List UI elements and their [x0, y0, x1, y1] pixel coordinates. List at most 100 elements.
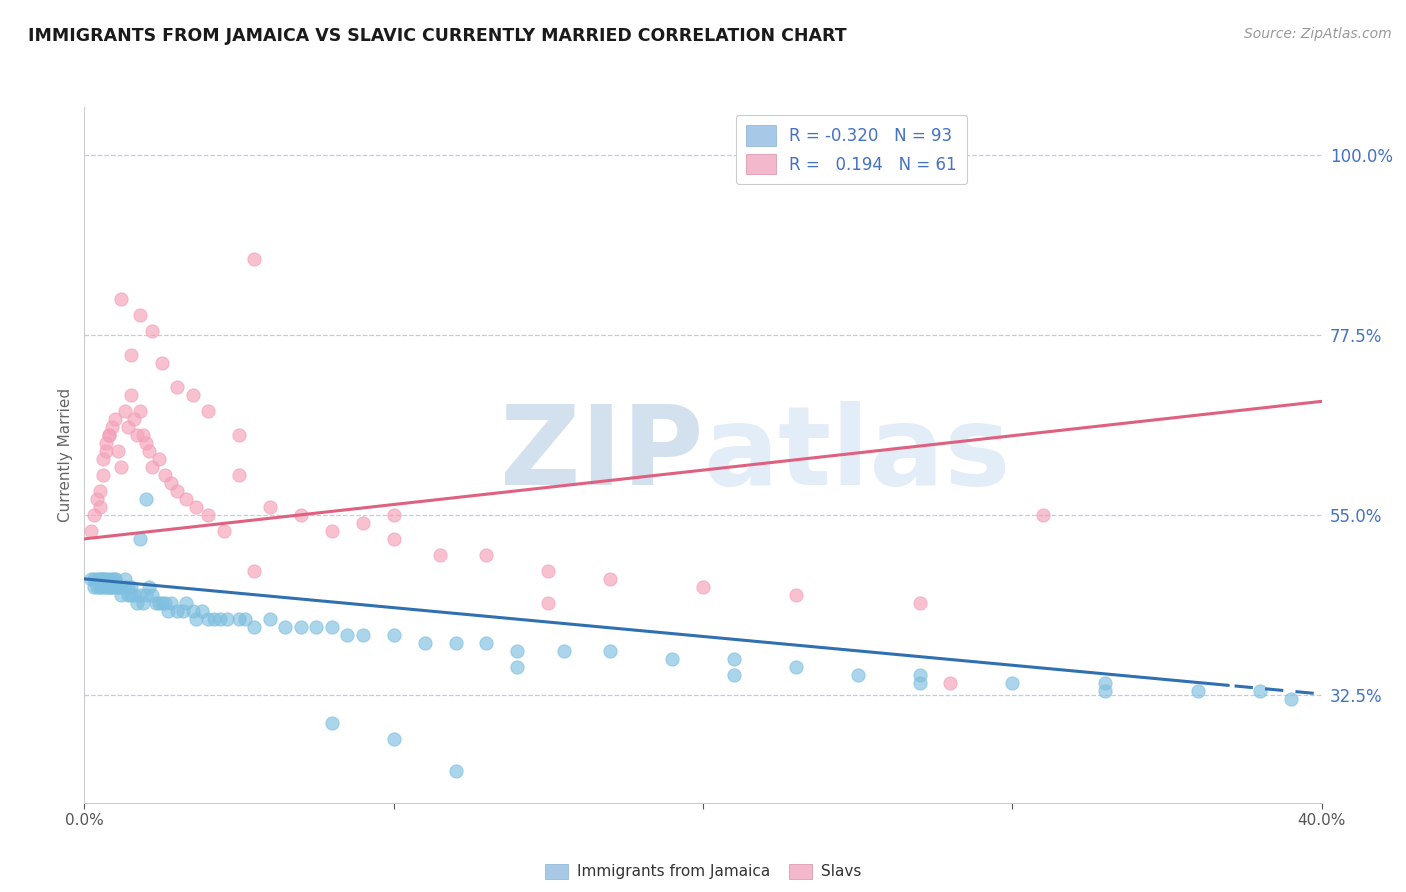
Point — [89, 580, 111, 594]
Point — [86, 491, 108, 506]
Point — [259, 612, 281, 626]
Point — [141, 459, 163, 474]
Point — [321, 524, 343, 538]
Point — [120, 348, 142, 362]
Point — [166, 483, 188, 498]
Point — [181, 388, 204, 402]
Point — [107, 580, 129, 594]
Point — [444, 764, 467, 778]
Legend: Immigrants from Jamaica, Slavs: Immigrants from Jamaica, Slavs — [538, 857, 868, 886]
Point — [79, 524, 101, 538]
Text: atlas: atlas — [703, 401, 1011, 508]
Point — [382, 628, 405, 642]
Point — [290, 508, 312, 522]
Point — [89, 572, 111, 586]
Point — [101, 580, 124, 594]
Point — [110, 588, 132, 602]
Point — [129, 308, 152, 322]
Point — [661, 652, 683, 666]
Point — [153, 596, 176, 610]
Point — [599, 572, 621, 586]
Point — [352, 516, 374, 530]
Point — [129, 588, 152, 602]
Point — [86, 580, 108, 594]
Point — [89, 580, 111, 594]
Point — [114, 404, 136, 418]
Point — [160, 475, 183, 490]
Point — [228, 428, 250, 442]
Point — [202, 612, 225, 626]
Point — [117, 588, 139, 602]
Point — [166, 604, 188, 618]
Point — [184, 500, 207, 514]
Point — [101, 420, 124, 434]
Point — [413, 636, 436, 650]
Point — [98, 428, 121, 442]
Point — [79, 572, 101, 586]
Point — [846, 668, 869, 682]
Point — [135, 436, 157, 450]
Point — [101, 580, 124, 594]
Point — [117, 420, 139, 434]
Point — [908, 668, 931, 682]
Point — [122, 412, 145, 426]
Point — [107, 580, 129, 594]
Point — [723, 668, 745, 682]
Text: Source: ZipAtlas.com: Source: ZipAtlas.com — [1244, 27, 1392, 41]
Point — [209, 612, 232, 626]
Point — [382, 731, 405, 746]
Point — [150, 356, 173, 370]
Point — [91, 572, 114, 586]
Point — [382, 508, 405, 522]
Point — [160, 596, 183, 610]
Point — [1279, 691, 1302, 706]
Point — [110, 580, 132, 594]
Point — [104, 412, 127, 426]
Point — [352, 628, 374, 642]
Point — [1094, 683, 1116, 698]
Point — [197, 612, 219, 626]
Point — [723, 652, 745, 666]
Point — [91, 572, 114, 586]
Point — [243, 252, 266, 266]
Point — [91, 467, 114, 482]
Point — [908, 676, 931, 690]
Point — [132, 596, 155, 610]
Point — [110, 459, 132, 474]
Point — [141, 588, 163, 602]
Point — [321, 620, 343, 634]
Point — [184, 612, 207, 626]
Point — [1249, 683, 1271, 698]
Point — [86, 572, 108, 586]
Point — [785, 588, 807, 602]
Point — [228, 467, 250, 482]
Point — [120, 580, 142, 594]
Point — [104, 580, 127, 594]
Point — [908, 596, 931, 610]
Point — [91, 451, 114, 466]
Point — [537, 596, 560, 610]
Point — [135, 491, 157, 506]
Point — [506, 644, 529, 658]
Point — [274, 620, 297, 634]
Point — [132, 428, 155, 442]
Point — [89, 483, 111, 498]
Point — [692, 580, 714, 594]
Point — [98, 580, 121, 594]
Point — [228, 612, 250, 626]
Point — [117, 580, 139, 594]
Point — [104, 572, 127, 586]
Y-axis label: Currently Married: Currently Married — [58, 388, 73, 522]
Point — [135, 588, 157, 602]
Point — [104, 572, 127, 586]
Point — [475, 636, 498, 650]
Point — [83, 572, 105, 586]
Point — [83, 580, 105, 594]
Point — [114, 572, 136, 586]
Point — [156, 604, 179, 618]
Point — [141, 324, 163, 338]
Point — [382, 532, 405, 546]
Point — [120, 388, 142, 402]
Point — [181, 604, 204, 618]
Point — [166, 380, 188, 394]
